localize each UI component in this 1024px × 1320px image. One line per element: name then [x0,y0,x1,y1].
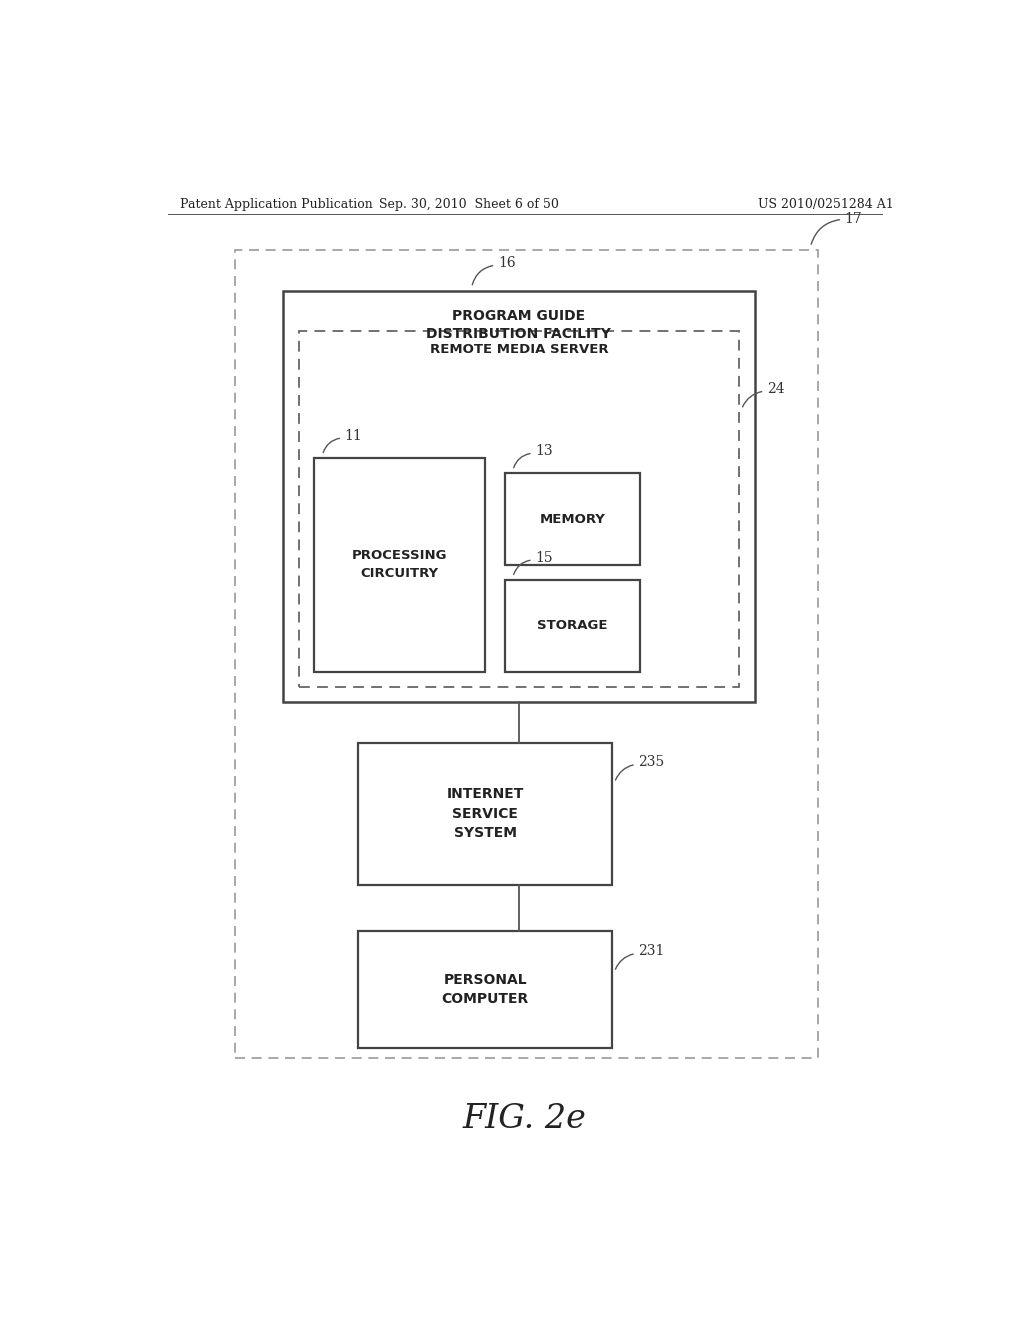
Text: PROGRAM GUIDE
DISTRIBUTION FACILITY: PROGRAM GUIDE DISTRIBUTION FACILITY [426,309,611,342]
Text: 13: 13 [536,444,553,458]
Bar [314,458,485,672]
Text: 231: 231 [638,944,665,958]
Text: Patent Application Publication: Patent Application Publication [179,198,373,211]
Bar [283,290,755,702]
Bar [505,474,640,565]
Text: REMOTE MEDIA SERVER: REMOTE MEDIA SERVER [429,343,608,356]
Text: PERSONAL
COMPUTER: PERSONAL COMPUTER [441,973,528,1006]
Text: MEMORY: MEMORY [540,512,605,525]
Text: US 2010/0251284 A1: US 2010/0251284 A1 [759,198,894,211]
Bar [358,743,612,886]
Text: 24: 24 [767,381,784,396]
Text: 235: 235 [638,755,665,770]
Text: INTERNET
SERVICE
SYSTEM: INTERNET SERVICE SYSTEM [446,788,524,841]
Bar [505,581,640,672]
Bar [358,931,612,1048]
Text: 16: 16 [498,256,515,271]
Text: 17: 17 [845,213,862,227]
Text: Sep. 30, 2010  Sheet 6 of 50: Sep. 30, 2010 Sheet 6 of 50 [379,198,559,211]
Text: 15: 15 [536,550,553,565]
Text: FIG. 2e: FIG. 2e [463,1104,587,1135]
Text: STORAGE: STORAGE [538,619,607,632]
Text: PROCESSING
CIRCUITRY: PROCESSING CIRCUITRY [352,549,447,581]
Text: 11: 11 [345,429,362,444]
